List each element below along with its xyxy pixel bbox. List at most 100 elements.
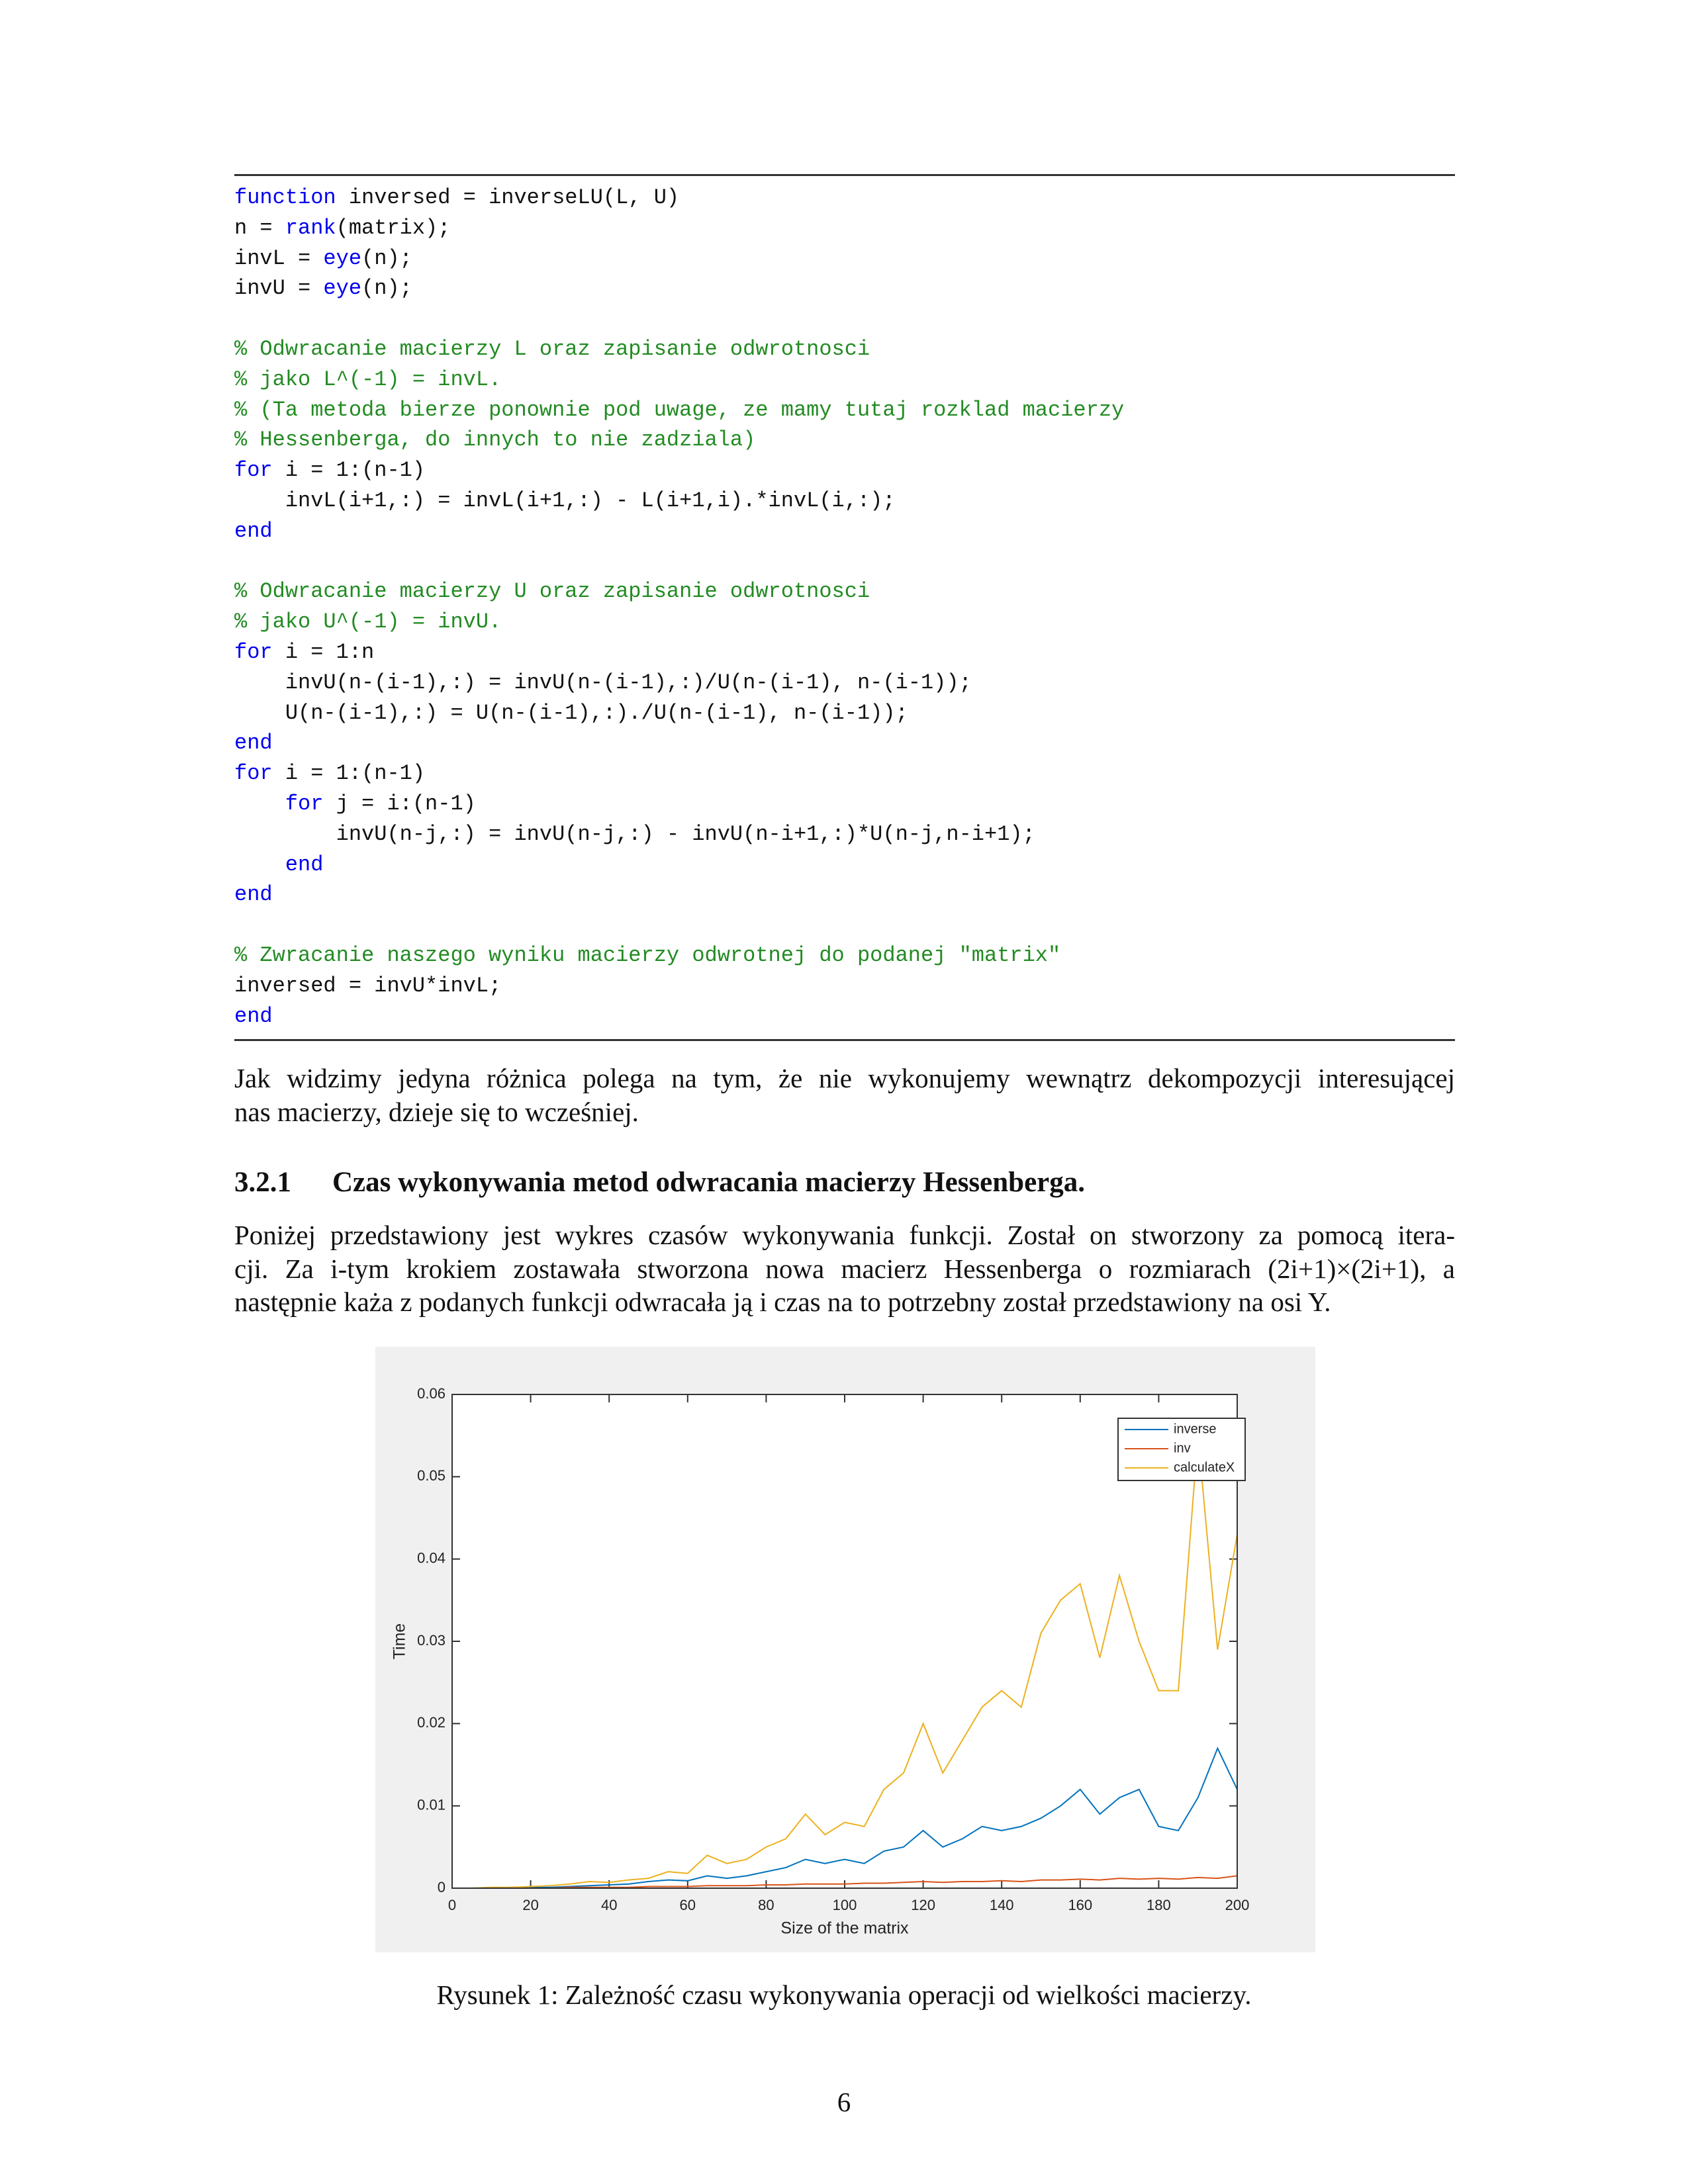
x-tick-label: 100 xyxy=(833,1897,857,1913)
caption: Rysunek 1: Zależność czasu wykonywania o… xyxy=(436,1979,1252,2010)
legend-label: inverse xyxy=(1174,1422,1216,1436)
code-token: U(n-(i-1),:) = U(n-(i-1),:)./U(n-(i-1), … xyxy=(234,700,908,725)
code-token: function xyxy=(234,185,336,210)
paragraph: Jak widzimy jedyna różnica polega na tym… xyxy=(234,1062,1455,1128)
x-tick-label: 180 xyxy=(1147,1897,1171,1913)
x-tick-label: 120 xyxy=(911,1897,935,1913)
bottom-rule xyxy=(234,1039,1455,1041)
y-tick-label: 0.06 xyxy=(417,1385,445,1402)
figure: 0 20 40 60 80 100 120 140 160 180 200 0 0.01 0.02 0.03… xyxy=(375,1347,1315,1952)
code-line: end xyxy=(234,880,1455,910)
legend-label: inv xyxy=(1174,1441,1191,1455)
y-axis-label: Time xyxy=(391,1623,409,1660)
code-token: eye xyxy=(323,246,362,271)
code-line: end xyxy=(234,1001,1455,1032)
code-line: for i = 1:(n-1) xyxy=(234,455,1455,486)
code-line: % Hessenberga, do innych to nie zadziala… xyxy=(234,425,1455,455)
plot-area xyxy=(452,1394,1237,1888)
code-token: % Odwracanie macierzy L oraz zapisanie o… xyxy=(234,336,870,361)
chart: 0 20 40 60 80 100 120 140 160 180 200 0 0.01 0.02 0.03… xyxy=(391,1385,1250,1938)
code-line: end xyxy=(234,850,1455,880)
series-line xyxy=(471,1875,1237,1888)
x-tick-label: 0 xyxy=(448,1897,456,1913)
code-token: inversed = inverseLU(L, U) xyxy=(336,185,680,210)
text-line: Poniżej przedstawiony jest wykres czasów… xyxy=(234,1220,1455,1250)
code-token: end xyxy=(285,852,324,877)
code-token: eye xyxy=(323,276,362,301)
y-tick-label: 0.05 xyxy=(417,1467,445,1484)
code-token: % jako L^(-1) = invL. xyxy=(234,367,502,392)
paragraph: Poniżej przedstawiony jest wykres czasów… xyxy=(234,1218,1455,1319)
code-token: i = 1:n xyxy=(272,639,375,664)
code-token xyxy=(234,792,285,816)
code-token: for xyxy=(234,761,273,786)
legend-label: calculateX xyxy=(1174,1460,1235,1475)
code-line: % jako U^(-1) = invU. xyxy=(234,607,1455,637)
code-line: n = rank(matrix); xyxy=(234,213,1455,244)
y-tick-label: 0.04 xyxy=(417,1549,445,1566)
code-token: invL = xyxy=(234,246,324,271)
text-line: następnie każa z podanych funkcji odwrac… xyxy=(234,1287,1331,1318)
code-token: end xyxy=(234,731,273,756)
code-token: (matrix); xyxy=(336,215,451,240)
y-tick-label: 0.02 xyxy=(417,1714,445,1731)
axes-box xyxy=(451,1394,1238,1889)
code-line xyxy=(234,304,1455,334)
code-line xyxy=(234,910,1455,940)
code-token: rank xyxy=(285,215,336,240)
code-token: i = 1:(n-1) xyxy=(272,458,426,483)
code-line: invL(i+1,:) = invL(i+1,:) - L(i+1,i).*in… xyxy=(234,486,1455,516)
code-token: % (Ta metoda bierze ponownie pod uwage, … xyxy=(234,397,1125,422)
code-token: % jako U^(-1) = invU. xyxy=(234,610,502,635)
y-tick-label: 0 xyxy=(438,1879,445,1895)
code-token: end xyxy=(234,1003,273,1028)
code-line: % jako L^(-1) = invL. xyxy=(234,365,1455,395)
x-tick-label: 40 xyxy=(601,1897,617,1913)
code-token: % Odwracanie macierzy U oraz zapisanie o… xyxy=(234,579,870,604)
code-line: end xyxy=(234,728,1455,758)
code-line: function inversed = inverseLU(L, U) xyxy=(234,183,1455,213)
x-axis-label: Size of the matrix xyxy=(780,1919,909,1938)
section-number: 3.2.1 xyxy=(234,1167,291,1198)
code-line: invL = eye(n); xyxy=(234,244,1455,274)
text-line: Jak widzimy jedyna różnica polega na tym… xyxy=(234,1063,1455,1093)
code-line: invU(n-(i-1),:) = invU(n-(i-1),:)/U(n-(i… xyxy=(234,668,1455,698)
code-line: inversed = invU*invL; xyxy=(234,971,1455,1001)
code-line: invU(n-j,:) = invU(n-j,:) - invU(n-i+1,:… xyxy=(234,819,1455,850)
x-tick-label: 80 xyxy=(758,1897,774,1913)
code-token: invL(i+1,:) = invL(i+1,:) - L(i+1,i).*in… xyxy=(234,488,896,513)
text-line: cji. Za i-tym krokiem zostawała stworzon… xyxy=(234,1253,1455,1284)
code-token: n = xyxy=(234,215,285,240)
code-line xyxy=(234,547,1455,577)
code-token: j = i:(n-1) xyxy=(323,791,476,816)
code-line: % Zwracanie naszego wyniku macierzy odwr… xyxy=(234,940,1455,971)
series-line xyxy=(471,1747,1237,1888)
code-token: for xyxy=(285,791,324,816)
code-token: for xyxy=(234,458,273,483)
code-token: % Hessenberga, do innych to nie zadziala… xyxy=(234,428,756,453)
code-line: for j = i:(n-1) xyxy=(234,789,1455,819)
code-token: invU(n-j,:) = invU(n-j,:) - invU(n-i+1,:… xyxy=(234,821,1035,846)
code-line: invU = eye(n); xyxy=(234,273,1455,304)
code-token: % Zwracanie naszego wyniku macierzy odwr… xyxy=(234,942,1061,968)
x-tick-label: 60 xyxy=(680,1897,696,1913)
x-tick-label: 140 xyxy=(990,1897,1014,1913)
page-number: 6 xyxy=(837,2087,851,2117)
code-line: % (Ta metoda bierze ponownie pod uwage, … xyxy=(234,395,1455,426)
code-line: % Odwracanie macierzy L oraz zapisanie o… xyxy=(234,334,1455,365)
code-token: (n); xyxy=(361,276,412,301)
y-tick-label: 0.01 xyxy=(417,1796,445,1813)
section-title: Czas wykonywania metod odwracania macier… xyxy=(332,1167,1086,1198)
x-tick-label: 160 xyxy=(1068,1897,1092,1913)
code-line: U(n-(i-1),:) = U(n-(i-1),:)./U(n-(i-1), … xyxy=(234,698,1455,729)
code-token: (n); xyxy=(361,246,412,271)
x-tick-label: 200 xyxy=(1225,1897,1250,1913)
code-line: end xyxy=(234,516,1455,547)
lines xyxy=(471,1435,1237,1888)
code-token xyxy=(234,852,285,877)
code-token: inversed = invU*invL; xyxy=(234,973,502,998)
code-line: for i = 1:(n-1) xyxy=(234,758,1455,789)
code-token: end xyxy=(234,882,273,907)
series-line xyxy=(471,1435,1237,1888)
